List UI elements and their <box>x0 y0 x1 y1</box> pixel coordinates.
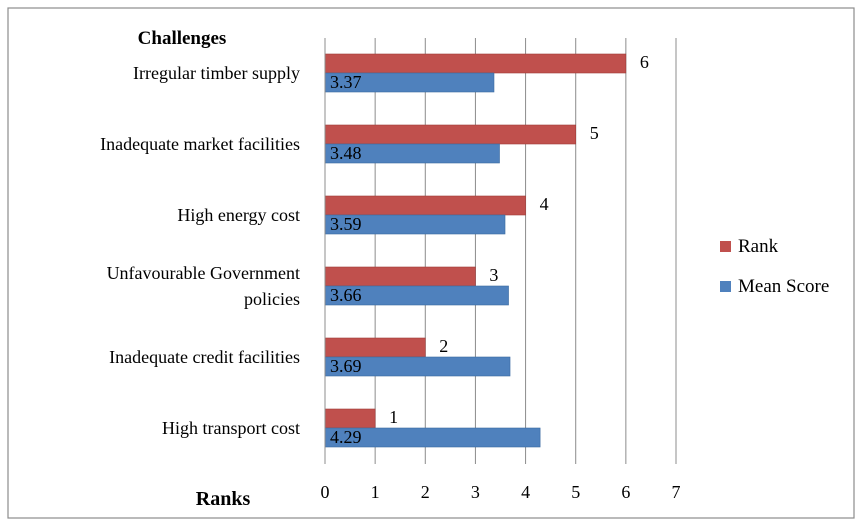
data-labels: 6 3.37 5 3.48 4 3.59 3 3.66 2 3.69 1 4.29 <box>330 52 649 447</box>
data-label-rank: 3 <box>489 265 498 285</box>
data-label-mean-score: 3.59 <box>330 214 362 234</box>
bars <box>324 53 627 448</box>
category-labels: Irregular timber supply Inadequate market… <box>100 63 300 438</box>
category-label-line: High energy cost <box>177 205 300 225</box>
x-tick-label: 1 <box>371 482 380 502</box>
category-label-line: Inadequate market facilities <box>100 134 300 154</box>
category-label-line: High transport cost <box>162 418 300 438</box>
category-label-line: Inadequate credit facilities <box>109 347 300 367</box>
x-tick-label: 4 <box>521 482 530 502</box>
data-label-rank: 5 <box>590 123 599 143</box>
category-label-line: Unfavourable Government <box>107 263 300 283</box>
data-label-mean-score: 3.48 <box>330 143 362 163</box>
x-tick-label: 2 <box>421 482 430 502</box>
data-label-rank: 1 <box>389 407 398 427</box>
bar-rank <box>324 337 426 358</box>
bar-rank <box>324 124 577 145</box>
data-label-mean-score: 3.37 <box>330 72 362 92</box>
x-tick-label: 0 <box>321 482 330 502</box>
data-label-rank: 6 <box>640 52 649 72</box>
x-tick-label: 7 <box>672 482 681 502</box>
category-label: Inadequate market facilities <box>100 134 300 154</box>
bar-rank <box>324 195 526 216</box>
bar-rank <box>324 408 376 429</box>
category-label: Irregular timber supply <box>133 63 300 83</box>
category-label: Unfavourable Government policies <box>107 263 300 309</box>
legend-label: Mean Score <box>738 276 829 297</box>
x-tick-label: 5 <box>571 482 580 502</box>
bar-rank <box>324 53 627 74</box>
data-label-rank: 2 <box>439 336 448 356</box>
data-label-mean-score: 3.66 <box>330 285 362 305</box>
legend: Rank Mean Score <box>720 236 829 297</box>
legend-swatch <box>720 241 731 252</box>
category-label-line: Irregular timber supply <box>133 63 300 83</box>
category-label: Inadequate credit facilities <box>109 347 300 367</box>
category-label: High energy cost <box>177 205 300 225</box>
data-label-rank: 4 <box>540 194 549 214</box>
legend-swatch <box>720 281 731 292</box>
x-tick-labels: 0 1 2 3 4 5 6 7 <box>321 482 681 502</box>
x-tick-label: 6 <box>621 482 630 502</box>
category-label-line: policies <box>244 289 300 309</box>
data-label-mean-score: 3.69 <box>330 356 362 376</box>
category-axis-title: Challenges <box>138 28 227 49</box>
legend-label: Rank <box>738 236 779 257</box>
value-axis-title: Ranks <box>196 488 251 510</box>
data-label-mean-score: 4.29 <box>330 427 362 447</box>
bar-rank <box>324 266 476 287</box>
x-tick-label: 3 <box>471 482 480 502</box>
gridlines <box>374 38 677 464</box>
category-label: High transport cost <box>162 418 300 438</box>
